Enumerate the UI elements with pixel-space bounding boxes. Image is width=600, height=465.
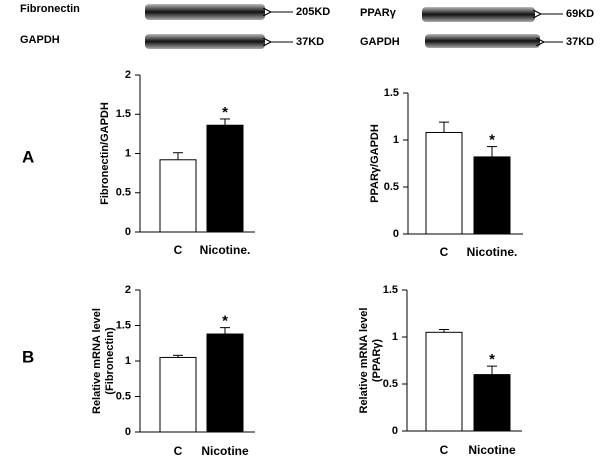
blot-size: 205KD <box>296 6 330 18</box>
bar <box>473 374 511 432</box>
significance-mark: * <box>489 351 495 368</box>
y-axis-label: Fibronectin/GAPDH <box>99 102 111 205</box>
significance-mark: * <box>489 132 495 149</box>
significance-mark: * <box>222 104 228 121</box>
blot-label: GAPDH <box>20 34 60 46</box>
bar-chart: 0 0.5 1 1.5 Relative mRNA level (PPARγ) C Nicot… <box>358 284 522 457</box>
y-tick-label: 1 <box>125 147 131 159</box>
x-tick-label: Nicotine. <box>467 245 518 259</box>
blot-band <box>422 7 535 22</box>
x-tick-label: Nicotine <box>201 444 249 458</box>
y-tick-label: 1 <box>393 134 399 146</box>
x-tick-label: C <box>174 444 183 458</box>
y-tick-label: 0.5 <box>116 390 131 402</box>
bar <box>425 331 463 432</box>
bar <box>206 124 244 233</box>
blot-size: 69KD <box>566 8 594 20</box>
x-tick-label: C <box>174 243 183 257</box>
bar-chart: 0 0.5 1 1.5 2 Fibronectin/GAPDH C Nicotine. * <box>99 69 255 257</box>
bar-chart: 0 0.5 1 1.5 PPARγ/GAPDH C Nicotine. * <box>369 87 523 259</box>
blot-band <box>145 4 265 20</box>
x-tick-label: C <box>440 443 449 457</box>
y-tick-label: 0.5 <box>384 181 399 193</box>
panel-label: A <box>22 147 34 166</box>
y-tick-label: 1.5 <box>383 284 398 296</box>
blot-size: 37KD <box>566 36 594 48</box>
bar <box>206 333 244 433</box>
bar-chart: 0 0.5 1 1.5 2 Relative mRNA level (Fibronectin… <box>91 284 255 458</box>
y-tick-label: 0.5 <box>383 378 398 390</box>
y-axis-label: PPARγ/GAPDH <box>369 124 381 203</box>
bar <box>159 356 197 433</box>
x-tick-label: C <box>440 245 449 259</box>
y-tick-label: 1.5 <box>384 87 399 99</box>
y-axis-label: Relative mRNA level <box>358 308 370 414</box>
x-tick-label: Nicotine <box>468 443 516 457</box>
y-tick-label: 1 <box>125 355 131 367</box>
blots: Fibronectin 205KD GAPDH 37KD PPARγ 69KD … <box>20 3 594 49</box>
y-tick-label: 0 <box>125 426 131 438</box>
blot-label: GAPDH <box>360 36 400 48</box>
blot-band <box>425 34 540 48</box>
panel-label: B <box>22 347 34 366</box>
blot-size: 37KD <box>296 36 324 48</box>
blot-band <box>145 34 265 49</box>
blot-label: PPARγ <box>360 7 397 19</box>
y-tick-label: 1.5 <box>116 108 131 120</box>
y-axis-label: Relative mRNA level <box>91 308 103 414</box>
significance-mark: * <box>222 313 228 330</box>
y-tick-label: 2 <box>125 284 131 296</box>
x-tick-label: Nicotine. <box>200 243 251 257</box>
y-tick-label: 0 <box>393 228 399 240</box>
y-tick-label: 0.5 <box>116 187 131 199</box>
y-tick-label: 2 <box>125 69 131 81</box>
y-tick-label: 1 <box>392 331 398 343</box>
y-axis-label: (Fibronectin) <box>104 327 116 395</box>
y-axis-label: (PPARγ) <box>371 339 383 383</box>
blot-label: Fibronectin <box>20 3 80 15</box>
bar <box>159 159 197 233</box>
bar <box>473 156 511 235</box>
y-tick-label: 0 <box>392 425 398 437</box>
bar <box>425 131 463 235</box>
y-tick-label: 0 <box>125 226 131 238</box>
y-tick-label: 1.5 <box>116 319 131 331</box>
